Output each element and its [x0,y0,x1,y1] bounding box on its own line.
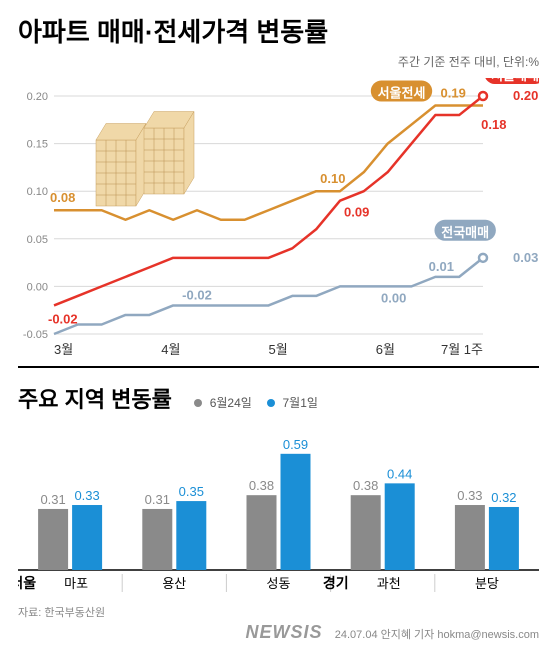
source-text: 자료: 한국부동산원 [18,604,539,620]
legend-dot-1 [194,399,202,407]
bar-section-header: 주요 지역 변동률 6월24일 7월1일 [18,382,539,414]
bar-section-title: 주요 지역 변동률 [18,382,172,414]
svg-text:0.35: 0.35 [179,484,204,499]
svg-text:성동: 성동 [267,576,291,591]
svg-text:0.33: 0.33 [74,488,99,503]
svg-text:서울전세: 서울전세 [378,86,426,101]
svg-text:0.31: 0.31 [145,492,170,507]
svg-text:0.31: 0.31 [40,492,65,507]
svg-text:0.01: 0.01 [429,259,454,274]
svg-text:0.05: 0.05 [27,234,48,246]
svg-text:0.00: 0.00 [381,290,406,305]
svg-text:0.18: 0.18 [481,117,506,132]
svg-text:5월: 5월 [269,342,288,357]
svg-text:-0.05: -0.05 [23,329,48,341]
subtitle: 주간 기준 전주 대비, 단위:% [18,53,539,70]
legend-dot-2 [267,399,275,407]
bar-chart-svg: 0.31 0.33 서울 마포 0.31 0.35 용산 0.38 0.59 성동 0.38 0.44… [18,418,539,598]
byline: 24.07.04 안지혜 기자 hokma@newsis.com [335,629,539,641]
svg-text:-0.02: -0.02 [182,287,212,302]
svg-text:0.59: 0.59 [283,437,308,452]
svg-text:전국매매: 전국매매 [441,225,489,240]
svg-text:6월: 6월 [376,342,395,357]
main-title: 아파트 매매·전세가격 변동률 [18,12,539,49]
svg-text:4월: 4월 [161,342,180,357]
svg-text:용산: 용산 [162,576,186,591]
svg-text:-0.02: -0.02 [48,311,78,326]
watermark: NEWSIS [246,622,323,642]
svg-text:0.38: 0.38 [353,478,378,493]
svg-text:0.10: 0.10 [320,171,345,186]
svg-text:0.33: 0.33 [457,488,482,503]
svg-text:0.09: 0.09 [344,205,369,220]
svg-text:서울매매: 서울매매 [491,78,539,83]
svg-text:0.32: 0.32 [491,490,516,505]
legend-label-2: 7월1일 [283,396,318,410]
svg-text:0.03: 0.03 [513,250,538,265]
svg-text:0.38: 0.38 [249,478,274,493]
line-chart: -0.05 0.00 0.05 0.10 0.15 0.20 3월 4월 5월 6월 7월 1주 서울… [18,78,539,358]
svg-text:0.44: 0.44 [387,466,412,481]
svg-text:0.00: 0.00 [27,281,48,293]
line-chart-svg: -0.05 0.00 0.05 0.10 0.15 0.20 3월 4월 5월 6월 7월 1주 서울… [18,78,539,358]
svg-text:0.08: 0.08 [50,190,75,205]
bar-chart: 0.31 0.33 서울 마포 0.31 0.35 용산 0.38 0.59 성동 0.38 0.44… [18,418,539,598]
svg-text:분당: 분당 [475,576,499,591]
svg-text:서울: 서울 [18,575,36,591]
infographic-container: 아파트 매매·전세가격 변동률 주간 기준 전주 대비, 단위:% -0.05 0… [0,0,557,655]
svg-text:3월: 3월 [54,342,73,357]
legend: 6월24일 7월1일 [194,394,330,411]
svg-text:경기: 경기 [323,575,349,591]
svg-text:0.15: 0.15 [27,139,48,151]
svg-text:0.20: 0.20 [27,91,48,103]
svg-text:과천: 과천 [377,576,401,591]
footer-row: NEWSIS 24.07.04 안지혜 기자 hokma@newsis.com [18,622,539,643]
svg-text:0.20: 0.20 [513,88,538,103]
svg-text:0.19: 0.19 [441,86,466,101]
svg-text:7월 1주: 7월 1주 [441,342,483,357]
section-divider [18,366,539,368]
svg-text:0.10: 0.10 [27,186,48,198]
svg-text:마포: 마포 [64,576,88,591]
legend-label-1: 6월24일 [210,396,252,410]
